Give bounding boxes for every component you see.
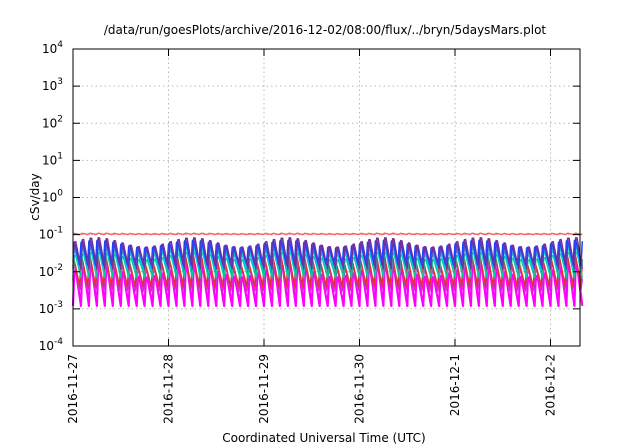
y-tick-label: 10-2 [39,263,63,279]
x-tick-label: 2016-11-30 [353,354,367,424]
y-tick-label: 104 [42,40,63,56]
y-tick-label: 103 [42,77,63,93]
axis-ticks: 10-4 10-3 10-2 10-1 100 101 102 103 104 2016-11-2… [39,40,580,424]
series-line [72,232,583,236]
y-tick-label: 10-1 [39,226,63,242]
y-axis-label: cSv/day [28,173,42,220]
y-tick-label: 10-4 [39,337,64,353]
y-tick-label: 102 [42,114,63,130]
x-tick-label: 2016-11-28 [162,354,176,424]
y-tick-label: 101 [42,151,63,167]
x-axis-label: Coordinated Universal Time (UTC) [222,431,425,445]
chart-title: /data/run/goesPlots/archive/2016-12-02/0… [104,23,547,37]
x-tick-label: 2016-12-1 [448,354,462,416]
x-tick-label: 2016-12-2 [544,354,558,416]
y-tick-label: 10-3 [39,300,63,316]
series-line [72,237,584,270]
x-tick-label: 2016-11-29 [257,354,271,424]
y-tick-label: 100 [42,189,63,205]
x-tick-label: 2016-11-27 [66,354,80,424]
series-lines [71,232,584,307]
